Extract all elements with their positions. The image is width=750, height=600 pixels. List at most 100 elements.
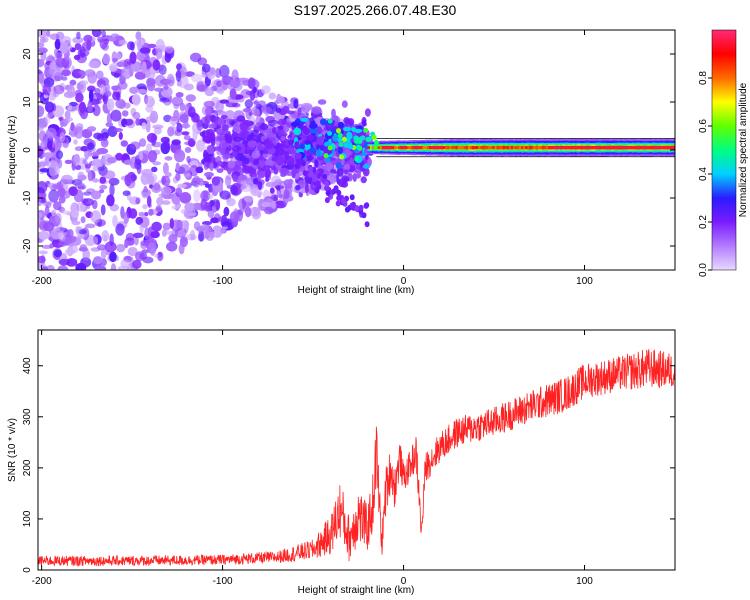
heatmap-cell [278,125,283,130]
heatmap-cell [87,85,96,93]
heatmap-cell [498,145,502,150]
heatmap-cell [545,145,549,150]
heatmap-cell [275,147,286,156]
x-tick-label: -200 [32,276,52,287]
heatmap-cell [122,190,131,196]
heatmap-cell [192,175,201,188]
heatmap-cell [178,164,191,175]
heatmap-cell [206,144,215,155]
heatmap-cell [139,47,151,54]
heatmap-cell [71,209,80,219]
heatmap-cell [184,147,192,153]
heatmap-cell [42,152,55,159]
heatmap-cell [121,67,133,79]
heatmap-cell [140,172,150,185]
heatmap-cell [216,168,224,174]
heatmap-cell [341,136,347,142]
heatmap-cell [86,142,95,150]
heatmap-cell [76,31,81,40]
heatmap-cell [91,30,102,38]
heatmap-cell [232,136,243,142]
heatmap-cell [207,123,217,129]
heatmap-cell [150,231,160,239]
heatmap-cell [504,146,508,150]
heatmap-cell [38,130,47,142]
heatmap-cell [83,191,92,196]
heatmap-cell [337,121,345,129]
heatmap-cell [129,141,141,150]
heatmap-cell [61,210,72,215]
heatmap-cell [300,102,313,111]
snr-line-chart: -200 -100 0 100 0 100 200 300 400 Height of str… [7,329,676,596]
heatmap-cell [258,158,266,168]
heatmap-y-ticks: -20 -10 0 10 20 [22,48,675,253]
heatmap-cell [139,222,144,234]
heatmap-cell [294,141,300,150]
heatmap-cell [271,127,277,134]
heatmap-cell [185,94,196,102]
heatmap-cell [55,212,62,224]
heatmap-cell [250,129,259,136]
heatmap-cell [75,92,84,103]
heatmap-cell [204,171,214,178]
line-y-ticks: 0 100 200 300 400 [22,357,675,573]
heatmap-cell [336,189,342,196]
heatmap-cell [87,100,93,113]
heatmap-cell [155,205,162,213]
heatmap-cell [38,30,48,38]
heatmap-cell [79,80,89,86]
heatmap-cell [58,241,67,247]
heatmap-cell [361,212,367,219]
heatmap-cell [373,139,379,145]
heatmap-cell [53,249,62,258]
heatmap-cell [40,50,47,62]
heatmap-cell [175,69,182,82]
heatmap-cell [449,145,453,150]
heatmap-cell [151,221,162,232]
heatmap-cell [38,255,46,264]
heatmap-cell [71,220,81,226]
heatmap-cell [164,138,170,151]
heatmap-cell [42,265,48,270]
heatmap-cell [108,177,120,186]
heatmap-cell [217,118,225,126]
heatmap-cell [355,144,361,150]
heatmap-cell [203,149,208,160]
heatmap-cell [47,140,53,150]
heatmap-cell [100,248,107,259]
heatmap-cell [502,145,506,150]
heatmap-cell [379,146,383,149]
heatmap-cell [176,219,183,231]
heatmap-cell [135,251,145,262]
heatmap-cell [508,145,512,150]
heatmap-cell [349,194,355,201]
heatmap-cell [45,114,51,124]
heatmap-cell [336,195,342,201]
heatmap-cell [38,124,45,131]
heatmap-cell [226,197,236,207]
heatmap-cell [200,190,211,202]
heatmap-cell [65,258,78,267]
heatmap-cell [38,42,45,48]
heatmap-cell [207,209,215,218]
heatmap-cell [77,174,87,181]
colorbar-tick-label: 0.0 [698,263,709,277]
heatmap-cell [145,95,155,108]
heatmap-cell [138,211,145,217]
heatmap-cell [279,167,289,175]
heatmap-cell [316,136,325,146]
heatmap-cell [469,145,473,150]
heatmap-cell [131,93,141,106]
heatmap-cell [179,192,192,204]
heatmap-cell [78,101,87,114]
heatmap-cell [371,146,375,149]
colorbar-gradient [711,29,737,271]
heatmap-cell [73,139,78,145]
heatmap-cell [363,202,369,209]
heatmap-cell [64,235,77,244]
heatmap-cell [548,145,675,150]
heatmap-cell [408,146,412,149]
heatmap-cell [154,253,159,258]
heatmap-cell [38,262,42,270]
